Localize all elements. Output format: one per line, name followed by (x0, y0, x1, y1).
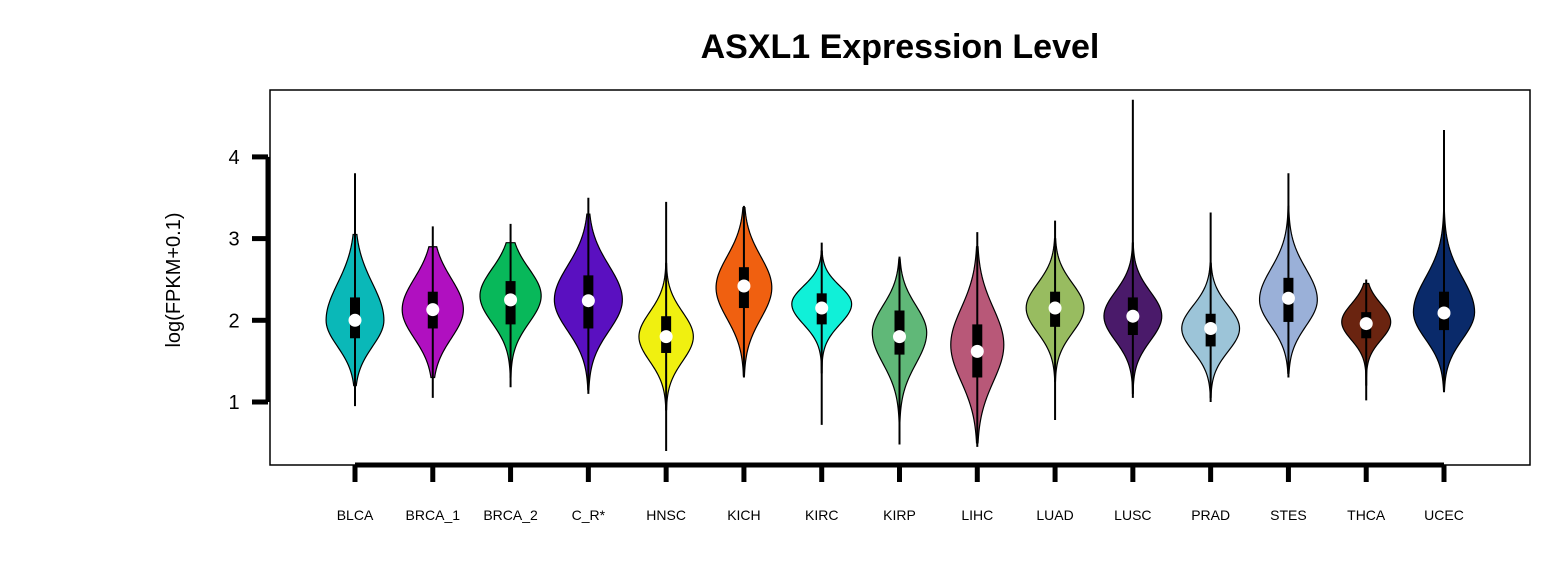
median-dot (893, 330, 906, 344)
x-tick-label: BRCA_1 (406, 507, 461, 523)
violin-lusc (1103, 99, 1163, 398)
x-tick-label: UCEC (1424, 507, 1464, 523)
median-dot (659, 330, 673, 344)
median-dot (1126, 309, 1140, 323)
median-dot (1048, 301, 1062, 315)
violins (325, 99, 1476, 452)
median-dot (815, 301, 829, 315)
violin-prad (1181, 212, 1241, 402)
y-tick-label: 2 (228, 310, 239, 332)
violin-kich (715, 205, 773, 378)
median-dot (348, 313, 362, 327)
y-tick-label: 1 (228, 392, 239, 414)
y-axis-label: log(FPKM+0.1) (163, 212, 185, 347)
y-tick-label: 4 (228, 147, 239, 169)
violin-ucec (1412, 129, 1476, 393)
violin-lihc (950, 232, 1005, 447)
violin-brca-1 (401, 226, 464, 398)
x-tick-label: THCA (1347, 507, 1386, 523)
x-tick-label: KIRC (805, 507, 838, 523)
x-tick-label: BLCA (337, 507, 374, 523)
y-axis: 1 2 3 4 (228, 147, 271, 414)
median-dot (737, 279, 751, 293)
x-tick-label: LUSC (1114, 507, 1151, 523)
x-tick-label: HNSC (646, 507, 686, 523)
median-dot (1281, 291, 1295, 305)
median-dot (1204, 321, 1218, 335)
x-axis: BLCA BRCA_1 BRCA_2 C_R* HNSC KICH KIRC KIRP LIHC… (337, 462, 1464, 523)
x-tick-label: BRCA_2 (483, 507, 538, 523)
median-dot (581, 294, 595, 308)
violin-stes (1258, 173, 1318, 378)
violin-kirc (791, 242, 853, 425)
x-tick-label: C_R* (572, 507, 606, 523)
x-tick-label: PRAD (1191, 507, 1230, 523)
violin-brca-2 (479, 223, 542, 388)
violin-hnsc (638, 201, 694, 452)
median-dot (426, 303, 440, 317)
median-dot (970, 344, 984, 358)
x-tick-label: KICH (727, 507, 760, 523)
violin-c-r- (553, 197, 623, 394)
x-tick-label: LUAD (1036, 507, 1073, 523)
y-tick-label: 3 (228, 229, 239, 251)
violin-thca (1341, 279, 1392, 401)
median-dot (1359, 317, 1373, 331)
violin-kirp (871, 256, 928, 445)
median-dot (504, 293, 518, 307)
x-tick-label: STES (1270, 507, 1307, 523)
x-tick-label: KIRP (883, 507, 916, 523)
median-dot (1437, 306, 1451, 320)
x-tick-label: LIHC (961, 507, 993, 523)
chart-title: ASXL1 Expression Level (701, 28, 1100, 66)
violin-blca (325, 173, 385, 407)
violin-luad (1025, 220, 1085, 420)
